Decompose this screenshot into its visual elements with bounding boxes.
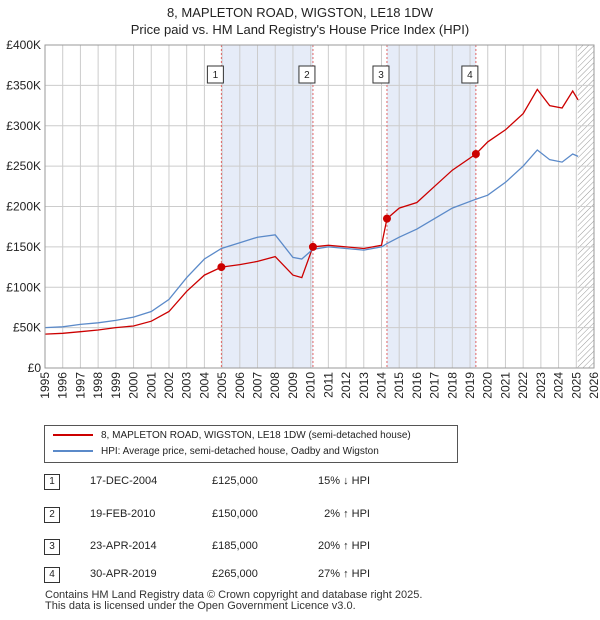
footer-line-1: Contains HM Land Registry data © Crown c… [45, 589, 423, 601]
x-tick-label: 2020 [481, 372, 495, 399]
sale-point-3 [382, 214, 391, 223]
x-tick-label: 2023 [534, 372, 548, 399]
sale-hpi: 20% ↑ HPI [318, 540, 370, 552]
footer-line-2: This data is licensed under the Open Gov… [45, 600, 356, 612]
table-row: 1 17-DEC-2004 £125,000 15% ↓ HPI [44, 474, 444, 492]
x-tick-label: 2011 [321, 372, 335, 398]
table-row: 4 30-APR-2019 £265,000 27% ↑ HPI [44, 567, 444, 585]
x-tick-label: 2003 [180, 372, 194, 399]
x-tick-label: 2013 [357, 372, 371, 399]
x-tick-label: 2015 [392, 372, 406, 399]
sale-date: 30-APR-2019 [90, 568, 157, 580]
legend-item-hpi: HPI: Average price, semi-detached house,… [53, 444, 379, 460]
sale-hpi: 15% ↓ HPI [318, 475, 370, 487]
marker-label-2: 2 [304, 70, 310, 81]
x-tick-label: 2017 [428, 372, 442, 399]
series-line-hpi [44, 149, 579, 329]
price-chart: 1 2 3 4 £0 £50K £100K £150K £200K £250K £300K £350K… [6, 38, 600, 399]
legend-swatch-blue [53, 450, 93, 453]
sale-date: 23-APR-2014 [90, 540, 157, 552]
x-tick-label: 2024 [552, 372, 566, 399]
x-tick-label: 2026 [587, 372, 600, 399]
series-line-property [44, 88, 579, 335]
x-tick-label: 2005 [215, 372, 229, 399]
sale-date: 19-FEB-2010 [90, 508, 156, 520]
x-tick-label: 2010 [304, 372, 318, 399]
plot-border [44, 44, 595, 369]
x-tick-label: 1997 [73, 372, 87, 399]
sale-price: £265,000 [212, 568, 258, 580]
sale-point-1 [217, 263, 226, 272]
sale-number: 1 [44, 474, 60, 490]
x-tick-label: 2025 [569, 372, 583, 399]
marker-box-4 [461, 65, 479, 84]
legend-label-hpi: HPI: Average price, semi-detached house,… [101, 446, 379, 457]
sale-number: 2 [44, 507, 60, 523]
sale-date: 17-DEC-2004 [90, 475, 158, 487]
sale-price: £150,000 [212, 508, 258, 520]
x-tick-label: 2007 [251, 372, 265, 399]
y-tick-label: £0 [28, 361, 42, 375]
x-tick-label: 2002 [162, 372, 176, 399]
title-line-1: 8, MAPLETON ROAD, WIGSTON, LE18 1DW [166, 5, 434, 20]
legend-label-property: 8, MAPLETON ROAD, WIGSTON, LE18 1DW (sem… [101, 430, 411, 441]
sale-point-4 [471, 150, 480, 159]
x-tick-label: 2019 [463, 372, 477, 399]
sale-price: £125,000 [212, 475, 258, 487]
legend-item-property: 8, MAPLETON ROAD, WIGSTON, LE18 1DW (sem… [53, 428, 411, 444]
y-tick-label: £250K [6, 159, 41, 173]
table-row: 2 19-FEB-2010 £150,000 2% ↑ HPI [44, 507, 444, 525]
x-tick-label: 2018 [445, 372, 459, 399]
marker-label-1: 1 [213, 70, 219, 81]
sale-number: 4 [44, 567, 60, 583]
plot-area: 1 2 3 4 £0 £50K £100K £150K £200K £250K £300K £350K… [6, 38, 600, 399]
marker-label-3: 3 [378, 70, 384, 81]
y-tick-label: £100K [6, 280, 41, 294]
sale-hpi: 2% ↑ HPI [324, 508, 370, 520]
chart-title: 8, MAPLETON ROAD, WIGSTON, LE18 1DW Pric… [0, 4, 600, 38]
sale-point-2 [308, 242, 317, 251]
x-tick-label: 2012 [339, 372, 353, 399]
title-line-2: Price paid vs. HM Land Registry's House … [130, 22, 470, 37]
x-tick-label: 2004 [197, 372, 211, 399]
x-tick-label: 2014 [374, 372, 388, 399]
x-tick-label: 2022 [516, 372, 530, 399]
footer: Contains HM Land Registry data © Crown c… [45, 590, 422, 612]
y-tick-label: £300K [6, 119, 41, 133]
sale-number: 3 [44, 539, 60, 555]
y-tick-label: £150K [6, 240, 41, 254]
marker-box-2 [298, 65, 316, 84]
x-tick-label: 2016 [410, 372, 424, 399]
sale-hpi: 27% ↑ HPI [318, 568, 370, 580]
y-tick-label: £200K [6, 200, 41, 214]
x-tick-label: 2000 [127, 372, 141, 399]
table-row: 3 23-APR-2014 £185,000 20% ↑ HPI [44, 539, 444, 557]
marker-box-1 [206, 65, 224, 84]
legend-swatch-red [53, 434, 93, 437]
x-tick-label: 2001 [144, 372, 158, 399]
y-tick-label: £400K [6, 38, 41, 52]
x-tick-label: 2009 [286, 372, 300, 399]
x-tick-label: 1998 [91, 372, 105, 399]
marker-label-4: 4 [467, 70, 473, 81]
x-tick-label: 1996 [56, 372, 70, 399]
sale-price: £185,000 [212, 540, 258, 552]
x-tick-label: 2008 [268, 372, 282, 399]
y-tick-label: £50K [13, 321, 41, 335]
x-tick-label: 2021 [498, 372, 512, 399]
legend: 8, MAPLETON ROAD, WIGSTON, LE18 1DW (sem… [44, 425, 458, 463]
x-tick-label: 1999 [109, 372, 123, 399]
y-tick-label: £350K [6, 78, 41, 92]
x-tick-label: 2006 [233, 372, 247, 399]
marker-box-3 [372, 65, 390, 84]
x-tick-label: 1995 [38, 372, 52, 399]
